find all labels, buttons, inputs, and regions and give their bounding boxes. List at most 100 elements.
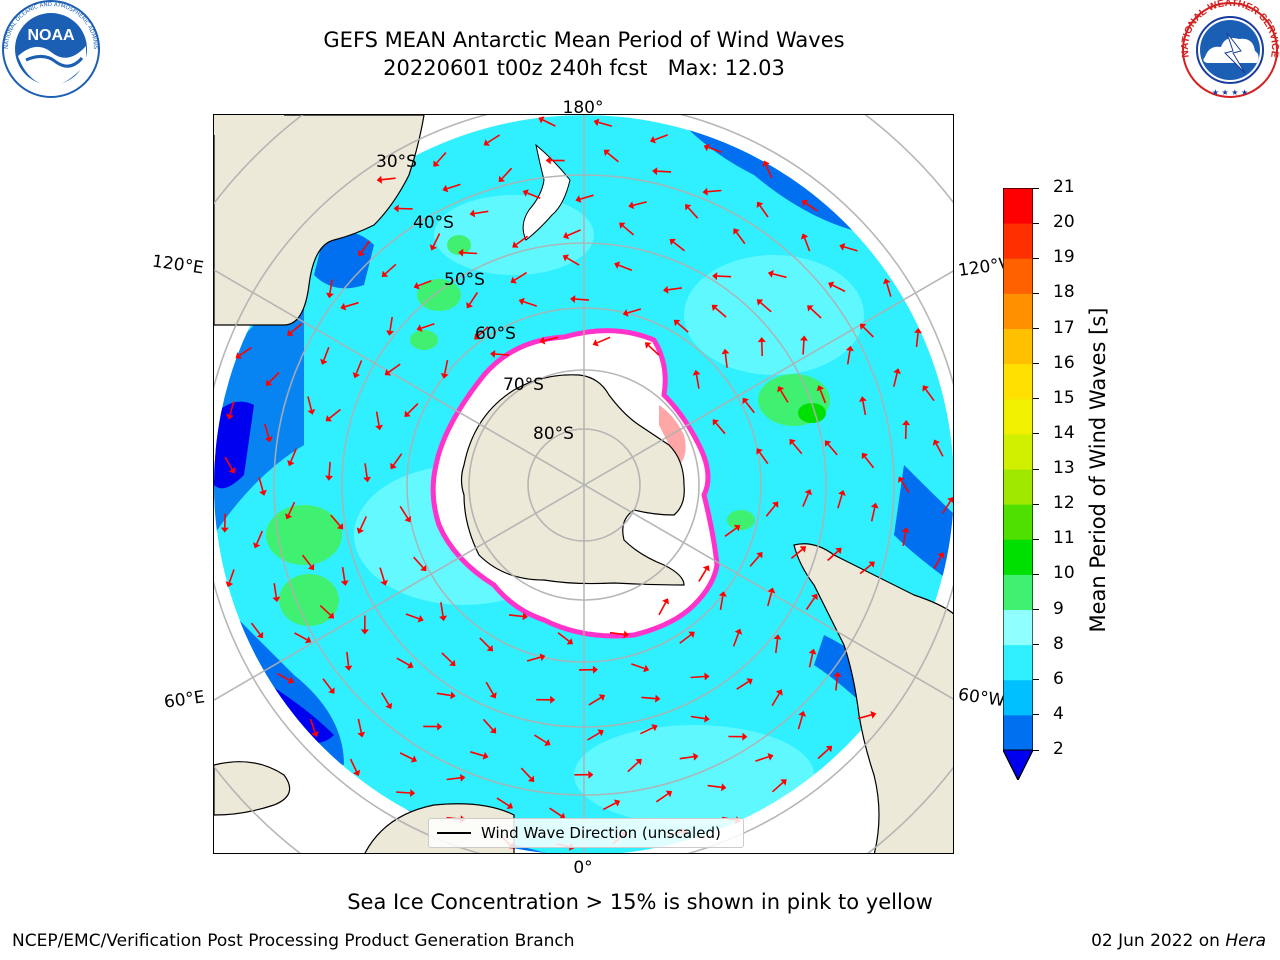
wind-wave-arrow-head xyxy=(870,711,877,719)
wind-wave-arrow-shaft xyxy=(609,631,624,636)
wind-wave-arrow-head xyxy=(404,516,412,523)
colorbar-tick-label: 11 xyxy=(1053,528,1075,549)
wind-wave-arrow-shaft xyxy=(771,781,784,793)
wind-wave-arrow-shaft xyxy=(420,322,435,329)
wind-wave-arrow-shaft xyxy=(328,461,331,476)
wind-wave-arrow-shaft xyxy=(648,345,660,356)
colorbar-tick-mark xyxy=(1033,222,1039,224)
wind-wave-arrow-shaft xyxy=(496,797,510,807)
wind-wave-arrow-shaft xyxy=(379,567,385,582)
title-line-2: 20220601 t00z 240h fcst Max: 12.03 xyxy=(383,56,785,80)
wind-wave-arrow-head xyxy=(628,201,635,210)
wind-wave-arrow-head xyxy=(256,631,264,639)
wind-wave-arrow-shaft xyxy=(640,726,654,735)
wind-wave-arrow-head xyxy=(353,769,361,776)
wind-wave-arrow-shaft xyxy=(942,500,952,514)
wind-wave-arrow-shaft xyxy=(264,423,270,438)
lat-label-40s: 40°S xyxy=(413,213,454,233)
wind-wave-arrow-head xyxy=(380,579,388,586)
wind-wave-arrow-shaft xyxy=(765,504,776,517)
wind-wave-arrow-shaft xyxy=(827,550,839,562)
colorbar-tick-label: 16 xyxy=(1053,352,1075,373)
colorbar-tick-label: 9 xyxy=(1053,598,1064,619)
wind-wave-arrow-shaft xyxy=(915,332,919,347)
wind-wave-arrow-shaft xyxy=(549,807,562,817)
wind-wave-arrow-shaft xyxy=(396,657,410,666)
wind-wave-arrow-head xyxy=(259,489,267,496)
wind-wave-arrow-shaft xyxy=(792,442,803,455)
wind-wave-arrow-head xyxy=(538,116,545,124)
wind-wave-arrow-head xyxy=(358,249,365,257)
wind-wave-arrow-shaft xyxy=(802,340,805,355)
wind-wave-arrow-shaft xyxy=(925,388,935,402)
colorbar-tick-mark xyxy=(1033,292,1039,294)
colorbar-tick-mark xyxy=(1033,609,1039,610)
wind-wave-arrow-head xyxy=(450,691,456,700)
wind-wave-arrow-head xyxy=(376,175,383,184)
wind-wave-arrow-head xyxy=(614,261,621,269)
wind-wave-arrow-shaft xyxy=(341,566,346,582)
wind-wave-arrow-head xyxy=(390,462,397,470)
wind-wave-arrow-head xyxy=(655,694,661,703)
wind-wave-arrow-head xyxy=(721,783,727,792)
wind-wave-arrow-head xyxy=(562,254,569,262)
wind-wave-arrow-shaft xyxy=(632,201,647,207)
wind-wave-arrow-shaft xyxy=(790,548,803,560)
wind-wave-arrow-head xyxy=(746,678,753,685)
wind-wave-arrow-shaft xyxy=(542,119,556,127)
colorbar-segment xyxy=(1003,714,1033,751)
wind-wave-arrow-shaft xyxy=(346,651,350,666)
wind-wave-arrow-shaft xyxy=(627,761,639,773)
wind-wave-arrow-head xyxy=(811,593,818,601)
wind-wave-arrow-shaft xyxy=(618,264,633,272)
wind-wave-arrow-shaft xyxy=(832,284,846,293)
wind-wave-arrow-shaft xyxy=(392,453,403,466)
wind-wave-arrow-shaft xyxy=(690,715,705,720)
wind-wave-arrow-head xyxy=(649,136,656,144)
lat-label-70s: 70°S xyxy=(503,375,544,395)
colorbar-tick-label: 17 xyxy=(1053,317,1075,338)
wind-wave-arrow-head xyxy=(407,661,414,669)
wind-wave-arrow-head xyxy=(417,615,424,623)
wind-wave-arrow-head xyxy=(767,753,774,761)
wind-wave-arrow-shaft xyxy=(330,514,341,527)
wind-wave-arrow-shaft xyxy=(544,336,559,342)
wind-wave-arrow-shaft xyxy=(658,602,667,616)
colorbar-tick-mark xyxy=(1033,573,1039,575)
wind-wave-arrow-shaft xyxy=(805,202,818,212)
wind-wave-arrow-head xyxy=(665,790,673,798)
wind-wave-arrow-head xyxy=(645,342,652,349)
wind-wave-arrow-head xyxy=(226,413,234,420)
wind-wave-arrow-head xyxy=(469,209,476,218)
wind-wave-arrow-shaft xyxy=(396,791,411,794)
polar-map xyxy=(213,114,954,854)
wind-wave-arrow-head xyxy=(685,204,692,211)
wind-wave-arrow-head xyxy=(357,731,366,738)
wind-wave-arrow-shaft xyxy=(745,401,755,414)
wind-wave-arrow-shaft xyxy=(322,678,333,691)
wind-wave-arrow-head xyxy=(386,330,394,336)
wind-wave-arrow-shaft xyxy=(771,693,780,707)
wind-wave-arrow-shaft xyxy=(935,443,944,457)
wind-wave-arrow-head xyxy=(711,304,719,312)
wind-wave-arrow-shaft xyxy=(819,389,827,404)
lat-label-60s: 60°S xyxy=(475,324,516,344)
wind-wave-arrow-head xyxy=(799,546,807,553)
colorbar-segment xyxy=(1003,574,1033,610)
wind-wave-arrow-head xyxy=(742,732,748,741)
wind-wave-arrow-shaft xyxy=(388,363,401,373)
wind-wave-arrow-shaft xyxy=(765,164,773,179)
wind-wave-arrow-shaft xyxy=(596,336,611,344)
wind-wave-arrow-shaft xyxy=(797,715,804,730)
wind-wave-arrow-head xyxy=(859,323,867,330)
wind-wave-arrow-head xyxy=(474,333,481,340)
wind-wave-arrow-head xyxy=(550,695,556,704)
wind-wave-arrow-head xyxy=(825,745,833,753)
wind-wave-arrow-shaft xyxy=(436,692,451,697)
wind-wave-arrow-head xyxy=(287,676,294,684)
wind-wave-arrow-head xyxy=(409,789,416,797)
wind-wave-arrow-head xyxy=(619,222,626,229)
wind-wave-arrow-shaft xyxy=(606,152,619,163)
lon-label-180: 180° xyxy=(562,98,604,118)
wind-wave-arrow-head xyxy=(937,552,945,559)
